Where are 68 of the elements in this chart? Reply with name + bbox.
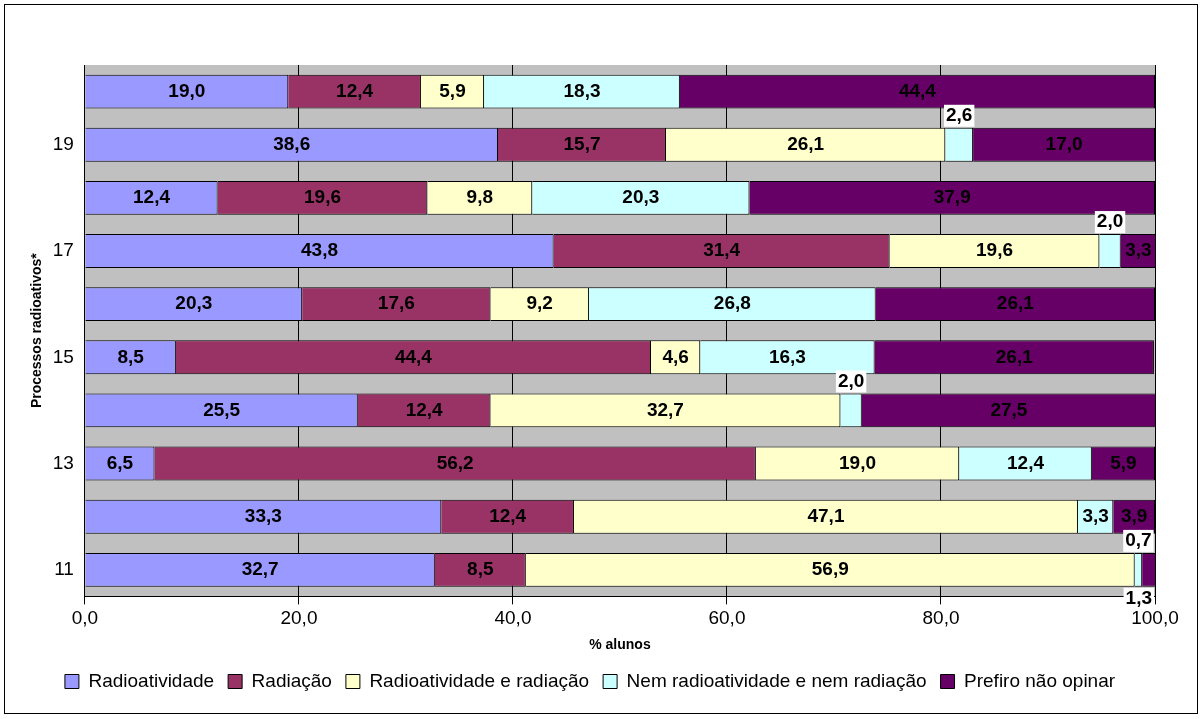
data-label: 17,6 [377,292,415,314]
y-tick-label: 17 [52,239,74,261]
data-label: 38,6 [273,132,311,154]
data-label: 26,1 [995,345,1034,367]
y-tick-label: 19 [52,132,74,154]
data-label: 19,0 [839,451,877,473]
y-axis-title: Processos radioativos* [28,252,45,409]
x-tick-label: 40,0 [494,607,532,629]
data-label: 3,3 [1082,504,1109,526]
y-tick-label: 13 [52,451,74,473]
data-label: 12,4 [489,504,527,526]
data-label: 32,7 [646,398,684,420]
data-label: 16,3 [768,345,806,367]
data-label: 33,3 [244,504,282,526]
data-label: 8,5 [467,558,494,580]
data-label: 26,8 [713,292,751,314]
data-label: 1,3 [1125,587,1152,608]
data-label: 5,9 [439,79,466,101]
data-label: 26,1 [787,132,825,154]
x-tick-label: 20,0 [280,607,318,629]
legend-label: Radiação [251,669,332,691]
data-label: 2,0 [837,369,865,391]
data-label: 12,4 [336,79,374,101]
data-label: 20,3 [622,186,660,208]
data-label: 20,3 [175,292,213,314]
data-label: 0,7 [1125,529,1152,551]
data-label: 56,9 [811,558,849,580]
x-tick-label: 80,0 [922,607,960,629]
data-label: 31,4 [703,239,741,261]
legend-label: Prefiro não opinar [964,669,1116,691]
data-label: 47,1 [807,504,845,526]
data-label: 18,3 [563,79,601,101]
data-label: 26,1 [996,292,1035,314]
data-label: 44,4 [898,79,937,101]
data-label: 12,4 [1007,451,1045,473]
data-label: 5,9 [1110,451,1137,473]
data-label: 2,0 [1096,210,1124,232]
legend-label: Radioatividade [88,669,215,691]
data-label: 9,2 [526,292,553,314]
y-tick-label: 15 [52,345,74,367]
data-label: 56,2 [436,451,474,473]
data-label: 32,7 [241,558,279,580]
x-tick-label: 60,0 [708,607,746,629]
data-label: 2,6 [945,104,973,126]
data-label: 3,9 [1120,504,1148,526]
data-label: 17,0 [1045,132,1083,154]
data-label: 44,4 [394,345,433,367]
data-label: 12,4 [405,398,444,420]
legend-label: Nem radioatividade e nem radiação [626,669,927,691]
data-label: 27,5 [990,398,1028,420]
data-label: 19,0 [168,79,206,101]
data-label: 43,8 [301,239,339,261]
data-label: 12,4 [133,186,171,208]
data-label: 8,5 [117,345,145,367]
legend-label: Radioatividade e radiação [369,669,590,691]
x-tick-label: 0,0 [71,607,99,629]
data-label: 9,8 [466,186,493,208]
x-tick-label: 100,0 [1131,607,1179,629]
data-label: 37,9 [933,186,971,208]
data-label: 15,7 [563,132,601,154]
data-label: 4,6 [662,345,689,367]
y-tick-label: 11 [54,558,74,580]
data-label: 3,3 [1125,239,1152,261]
data-label: 6,5 [106,451,134,473]
x-axis-title: % alunos [589,636,651,653]
data-label: 19,6 [304,186,341,208]
data-label: 19,6 [976,239,1013,261]
data-label: 25,5 [203,398,241,420]
